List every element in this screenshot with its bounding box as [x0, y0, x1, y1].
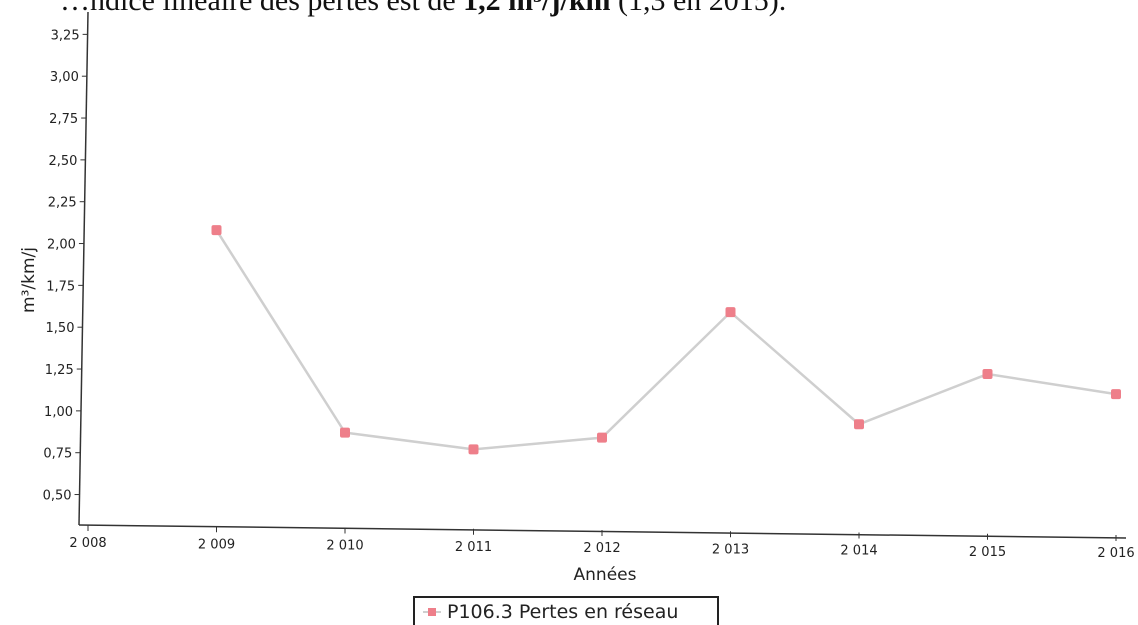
x-tick-label: 2 012 [583, 541, 620, 556]
y-tick-label: 0,50 [43, 489, 72, 504]
y-tick-label: 2,00 [47, 238, 76, 253]
y-tick-label: 3,25 [51, 28, 80, 43]
x-tick-label: 2 014 [840, 544, 877, 559]
legend-swatch-marker [428, 607, 436, 616]
y-tick-label: 3,00 [50, 70, 79, 85]
y-tick-label: 2,50 [48, 154, 77, 169]
y-axis-line [78, 11, 89, 526]
y-axis-title: m³/km/j [19, 247, 39, 313]
x-tick-label: 2 016 [1097, 546, 1134, 561]
data-point [597, 432, 607, 443]
x-tick-label: 2 013 [712, 542, 749, 557]
header-text: …ndice linéaire des pertes est de 1,2 m³… [60, 0, 786, 17]
y-tick-label: 0,75 [43, 447, 72, 462]
y-tick-label: 1,75 [46, 279, 75, 294]
legend-label: P106.3 Pertes en réseau [447, 600, 679, 623]
legend-swatch [423, 606, 441, 618]
header-text-suffix: (1,3 en 2015). [611, 0, 787, 17]
data-point [982, 369, 993, 380]
x-tick-label: 2 010 [326, 539, 363, 554]
y-axis-ticks: 0,50 0,75 1,00 1,25 1,50 1,75 2,00 2,25 2,50 2,75… [43, 28, 88, 504]
header-text-prefix: …ndice linéaire des pertes est de [60, 0, 463, 17]
x-tick-label: 2 011 [455, 540, 492, 555]
x-axis-line [78, 524, 1127, 539]
x-tick-label: 2 008 [69, 536, 106, 551]
x-axis-title: Années [574, 565, 637, 585]
data-point [211, 225, 222, 236]
y-tick-label: 2,25 [48, 196, 77, 211]
data-point [725, 307, 736, 318]
series-line [215, 229, 1117, 451]
header-text-bold: 1,2 m³/j/km [463, 0, 610, 17]
y-tick-label: 1,50 [46, 321, 75, 336]
data-point [468, 444, 479, 455]
data-point [1111, 389, 1121, 400]
series-layer [211, 225, 1121, 455]
data-point [854, 419, 864, 430]
y-tick-label: 2,75 [49, 112, 78, 127]
legend: P106.3 Pertes en réseau [413, 596, 719, 625]
x-axis-ticks: 2 008 2 009 2 010 2 011 2 012 2 013 2 014 2 015… [69, 525, 1135, 561]
y-tick-label: 1,25 [45, 363, 74, 378]
data-point [340, 427, 350, 438]
x-tick-label: 2 009 [198, 537, 235, 552]
x-tick-label: 2 015 [969, 545, 1006, 560]
y-tick-label: 1,00 [44, 405, 73, 420]
